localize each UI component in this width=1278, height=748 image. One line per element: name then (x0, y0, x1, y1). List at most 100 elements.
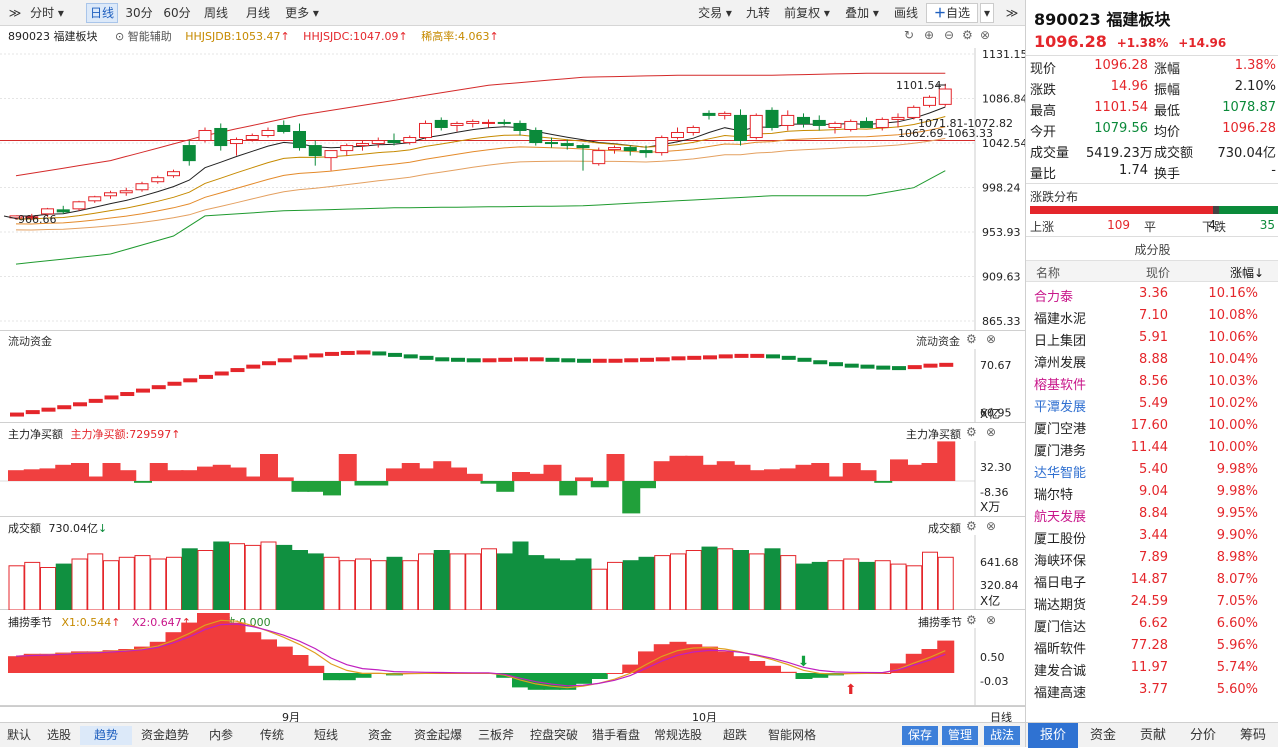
stock-row[interactable]: 日上集团 5.91 10.06% (1026, 328, 1278, 350)
fund-bar (781, 355, 796, 360)
period-tab-6[interactable]: 更多 ▾ (285, 6, 319, 20)
stock-row[interactable]: 福昕软件 77.28 5.96% (1026, 636, 1278, 658)
candle-body (844, 120, 858, 130)
watchlist-dropdown[interactable]: ▾ (980, 3, 994, 23)
bottom-tab-7[interactable]: 资金 (367, 728, 392, 742)
collapse-icon[interactable]: ≫ (8, 6, 22, 20)
period-tab-2[interactable]: 30分 (125, 6, 153, 20)
bottom-tab-3[interactable]: 资金趋势 (140, 728, 189, 742)
fund-bar (451, 357, 465, 362)
vol-bar (717, 548, 734, 610)
bottom-action-2[interactable]: 战法 (984, 726, 1020, 745)
net-close-icon[interactable]: ⊗ (986, 425, 997, 439)
jiuzhuan-button[interactable]: 九转 (745, 6, 770, 20)
period-tab-5[interactable]: 月线 (245, 6, 270, 20)
bottom-action-1[interactable]: 管理 (942, 726, 978, 745)
stock-row[interactable]: 榕基软件 8.56 10.03% (1026, 372, 1278, 394)
stock-row[interactable]: 平潭发展 5.49 10.02% (1026, 394, 1278, 416)
stock-row[interactable]: 福建高速 3.77 5.60% (1026, 680, 1278, 702)
bottom-tab-4[interactable]: 内参 (208, 728, 233, 742)
bottom-tab-1[interactable]: 选股 (46, 728, 71, 742)
stock-row[interactable]: 达华智能 5.40 9.98% (1026, 460, 1278, 482)
net-unit-label: X万 (980, 500, 1000, 514)
quote-tab-3[interactable]: 分价 (1189, 728, 1216, 743)
candle-body (88, 196, 102, 202)
settings-icon[interactable]: ⚙ (962, 28, 973, 42)
net-bar (197, 466, 215, 481)
ma30-line (15, 137, 946, 231)
stock-row[interactable]: 厦门空港 17.60 10.00% (1026, 416, 1278, 438)
vol-close-icon[interactable]: ⊗ (986, 519, 997, 533)
quote-value: 1.38% (1234, 58, 1276, 73)
zoom-out-icon[interactable]: ⊖ (944, 28, 955, 42)
quote-value: 1096.28 (1222, 121, 1276, 136)
fund-bar (73, 402, 87, 407)
stock-row[interactable]: 瑞达期货 24.59 7.05% (1026, 592, 1278, 614)
price-tick-label: 1042.54 (982, 137, 1025, 150)
quote-price: 1096.28 (1034, 32, 1107, 51)
period-tab-1[interactable]: 日线 (86, 3, 118, 23)
fund-close-icon[interactable]: ⊗ (986, 332, 997, 346)
net-bar (149, 463, 168, 481)
watchlist-button[interactable]: ＋自选 (926, 3, 978, 23)
bottom-tab-0[interactable]: 默认 (6, 728, 31, 742)
bottom-tab-10[interactable]: 控盘突破 (529, 728, 578, 742)
season-chart-svg: 0.50 -0.03 ⬇ ⬆ (8, 613, 1008, 706)
bottom-tab-9[interactable]: 三板斧 (477, 728, 514, 742)
collapse-right-icon[interactable]: ≫ (1005, 6, 1019, 20)
bottom-tab-14[interactable]: 智能网格 (767, 728, 816, 742)
quote-tab-2[interactable]: 贡献 (1139, 728, 1166, 743)
bottom-tab-11[interactable]: 猎手看盘 (591, 728, 640, 742)
period-tab-3[interactable]: 60分 (163, 6, 191, 20)
stock-row[interactable]: 福建水泥 7.10 10.08% (1026, 306, 1278, 328)
bottom-action-0[interactable]: 保存 (902, 726, 938, 745)
vol-bar (118, 556, 135, 610)
x-axis: 9月 10月 日线 (0, 706, 1025, 724)
season-settings-icon[interactable]: ⚙ (966, 613, 977, 627)
close-icon[interactable]: ⊗ (980, 28, 991, 42)
stock-row[interactable]: 厦门港务 11.44 10.00% (1026, 438, 1278, 460)
trade-menu[interactable]: 交易 ▾ (698, 6, 732, 20)
bottom-tab-5[interactable]: 传统 (259, 728, 284, 742)
stock-row[interactable]: 瑞尔特 9.04 9.98% (1026, 482, 1278, 504)
stock-row[interactable]: 厦门信达 6.62 6.60% (1026, 614, 1278, 636)
fund-bar (592, 358, 607, 363)
stock-row[interactable]: 厦工股份 3.44 9.90% (1026, 526, 1278, 548)
vol-bar (55, 563, 72, 610)
stock-row[interactable]: 漳州发展 8.88 10.04% (1026, 350, 1278, 372)
stock-row[interactable]: 航天发展 8.84 9.95% (1026, 504, 1278, 526)
bottom-tab-12[interactable]: 常规选股 (653, 728, 702, 742)
zoom-in-icon[interactable]: ⊕ (924, 28, 935, 42)
stock-row[interactable]: 建发合诚 11.97 5.74% (1026, 658, 1278, 680)
stock-row[interactable]: 合力泰 3.36 10.16% (1026, 284, 1278, 306)
stock-row[interactable]: 福日电子 14.87 8.07% (1026, 570, 1278, 592)
quote-tab-4[interactable]: 筹码 (1239, 728, 1266, 743)
bottom-tab-6[interactable]: 短线 (313, 728, 338, 742)
draw-button[interactable]: 画线 (893, 6, 918, 20)
bottom-tab-2[interactable]: 趋势 (80, 726, 132, 745)
fund-settings-icon[interactable]: ⚙ (966, 332, 977, 346)
comp-header: 名称 现价 涨幅↓ (1026, 260, 1278, 282)
adjust-menu[interactable]: 前复权 ▾ (784, 6, 830, 20)
refresh-icon[interactable]: ↻ (904, 28, 915, 42)
overlay-menu[interactable]: 叠加 ▾ (845, 6, 879, 20)
col-name[interactable]: 名称 (1036, 266, 1061, 280)
bottom-tab-8[interactable]: 资金起爆 (413, 728, 462, 742)
assist-toggle[interactable]: ⊙ 智能辅助 (115, 30, 172, 43)
net-settings-icon[interactable]: ⚙ (966, 425, 977, 439)
fund-bar (277, 358, 292, 363)
bottom-tab-13[interactable]: 超跌 (722, 728, 747, 742)
up-label: 上涨 (1030, 220, 1055, 234)
net-bar (417, 468, 436, 481)
col-price[interactable]: 现价 (1146, 266, 1171, 280)
season-bar (701, 646, 718, 673)
period-tab-4[interactable]: 周线 (203, 6, 228, 20)
season-close-icon[interactable]: ⊗ (986, 613, 997, 627)
quote-tab-1[interactable]: 资金 (1089, 728, 1116, 743)
vol-settings-icon[interactable]: ⚙ (966, 519, 977, 533)
col-chg[interactable]: 涨幅↓ (1230, 266, 1265, 280)
quote-tab-0[interactable]: 报价 (1028, 723, 1078, 748)
candle-body (245, 135, 259, 141)
period-tab-0[interactable]: 分时 ▾ (30, 6, 64, 20)
stock-row[interactable]: 海峡环保 7.89 8.98% (1026, 548, 1278, 570)
